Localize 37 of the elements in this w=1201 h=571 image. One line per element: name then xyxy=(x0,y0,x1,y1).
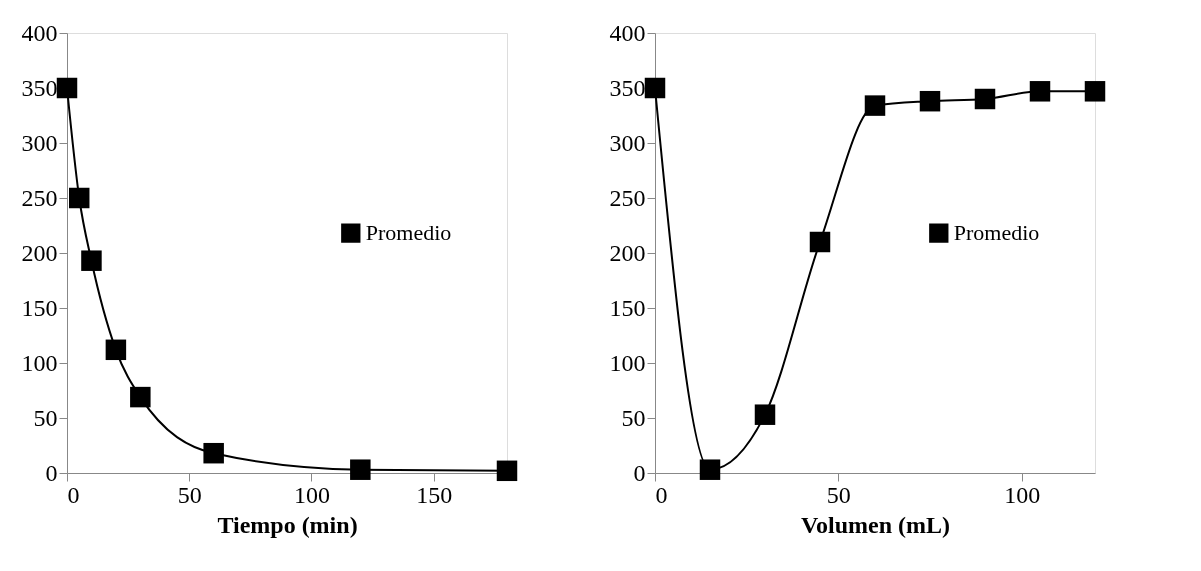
x-tick-label: 150 xyxy=(416,481,453,508)
point xyxy=(496,460,518,482)
x-axis-title: Volumen (mL) xyxy=(800,511,951,538)
x-tick-label: 0 xyxy=(655,481,668,508)
y-tick-label: 300 xyxy=(21,129,58,156)
x-tick-label: 100 xyxy=(293,481,330,508)
point xyxy=(81,250,102,271)
y-tick-label: 350 xyxy=(609,74,646,101)
y-tick-label: 50 xyxy=(621,404,646,431)
x-tick-label: 50 xyxy=(177,481,202,508)
legend-label: Promedio xyxy=(953,220,1040,246)
point xyxy=(130,386,151,408)
y-tick-label: 100 xyxy=(21,349,58,376)
x-axis-title: Tiempo (min) xyxy=(217,511,358,538)
x-tick-label: 50 xyxy=(826,481,851,508)
y-tick-label: 200 xyxy=(21,239,58,266)
y-tick-label: 250 xyxy=(21,184,58,211)
y-tick-label: 400 xyxy=(21,19,58,46)
point xyxy=(68,187,90,209)
y-tick-label: 0 xyxy=(633,459,646,486)
x-tick-label: 0 xyxy=(67,481,80,508)
point xyxy=(105,339,127,361)
point xyxy=(203,442,224,464)
y-tick-label: 50 xyxy=(33,404,58,431)
y-tick-label: 300 xyxy=(609,129,646,156)
x-tick-label: 100 xyxy=(1004,481,1041,508)
y-tick-label: 200 xyxy=(609,239,646,266)
y-tick-label: 150 xyxy=(21,294,58,321)
y-tick-label: 0 xyxy=(45,459,58,486)
y-tick-label: 100 xyxy=(609,349,646,376)
y-tick-label: 150 xyxy=(609,294,646,321)
y-tick-label: 400 xyxy=(609,19,646,46)
legend-label: Promedio xyxy=(365,220,452,246)
y-tick-label: 350 xyxy=(21,74,58,101)
point xyxy=(56,77,78,99)
y-tick-label: 250 xyxy=(609,184,646,211)
point xyxy=(350,459,371,480)
